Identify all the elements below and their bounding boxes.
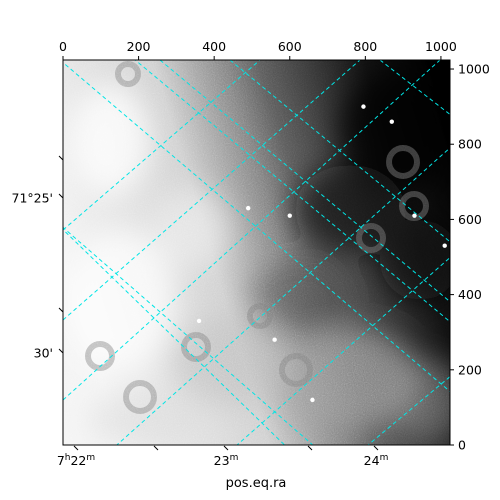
dec-tick-label: 30' <box>34 346 53 361</box>
grid-line <box>63 60 261 231</box>
ra-tick-label: 24m <box>364 453 389 468</box>
right-pixel-axis: 0 200 400 600 800 1000 <box>450 62 490 453</box>
top-pixel-axis: 0 200 400 600 800 1000 <box>59 39 457 60</box>
top-tick-label: 800 <box>353 39 377 54</box>
grid-line <box>367 376 450 445</box>
point-source <box>245 205 251 211</box>
ra-tick <box>73 445 79 451</box>
right-tick-label: 800 <box>458 137 482 152</box>
dec-minor-tick <box>58 307 64 313</box>
top-tick-label: 0 <box>59 39 67 54</box>
point-source <box>287 213 292 218</box>
dec-tick-label: 71°25' <box>12 191 54 206</box>
grid-line <box>63 226 314 445</box>
grid-line <box>63 60 361 321</box>
point-source <box>310 397 315 403</box>
grid-line <box>134 60 450 323</box>
dec-tick <box>58 348 64 354</box>
ra-minor-tick <box>153 445 159 451</box>
coordinate-grid <box>63 60 450 445</box>
right-tick-label: 200 <box>458 362 482 377</box>
point-source <box>442 243 447 248</box>
right-tick-label: 600 <box>458 212 482 227</box>
ra-tick <box>223 445 229 451</box>
grid-line <box>379 60 450 116</box>
point-source <box>412 213 417 218</box>
ra-tick <box>373 445 379 451</box>
ra-tick-label: 7h22m <box>57 453 95 468</box>
ra-minor-tick <box>307 445 313 451</box>
right-tick-label: 400 <box>458 287 482 302</box>
top-tick-label: 1000 <box>425 39 457 54</box>
right-tick-label: 1000 <box>458 62 490 77</box>
grid-line <box>159 60 450 303</box>
plot-frame <box>62 59 451 446</box>
right-tick-label: 0 <box>458 438 466 453</box>
grid-line <box>229 60 450 243</box>
ra-tick-label: 23m <box>214 453 239 468</box>
grid-line <box>63 61 450 393</box>
point-source <box>196 318 202 324</box>
point-source <box>272 337 277 342</box>
point-source <box>389 119 394 124</box>
top-tick-label: 400 <box>202 39 226 54</box>
ra-axis: 7h22m 23m 24m <box>57 445 389 468</box>
dec-minor-tick <box>58 155 64 161</box>
grid-line <box>63 60 441 401</box>
point-source <box>361 104 366 109</box>
top-tick-label: 200 <box>127 39 151 54</box>
dec-tick <box>58 193 64 199</box>
image-panel <box>63 60 450 445</box>
dec-axis: 71°25' 30' <box>12 155 64 361</box>
bright-sources <box>196 104 447 403</box>
grid-line <box>116 147 450 445</box>
top-tick-label: 600 <box>278 39 302 54</box>
x-axis-label: pos.eq.ra <box>226 476 287 491</box>
